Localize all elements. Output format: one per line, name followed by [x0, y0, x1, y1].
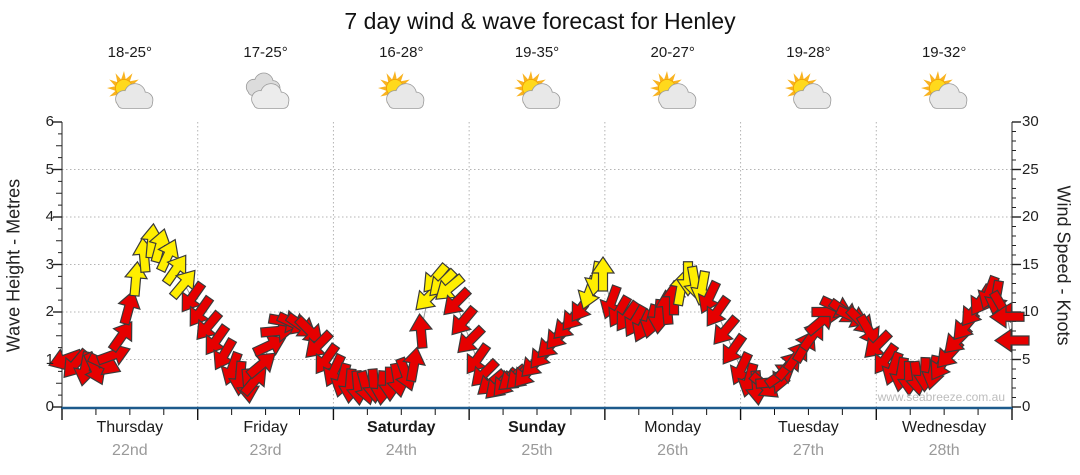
wind-arrow: [988, 304, 1025, 329]
day-label: Friday: [243, 419, 288, 436]
wind-arrow-strong: [435, 273, 466, 300]
temp-range-label: 17-25°: [243, 44, 288, 61]
date-label: 25th: [521, 442, 553, 459]
right-tick-label: 25: [1022, 160, 1039, 178]
wind-arrow: [864, 329, 894, 359]
partly-cloudy-weather-icon: [778, 66, 838, 120]
left-tick-label: 4: [45, 208, 54, 225]
wind-arrow: [293, 314, 323, 344]
day-label: Wednesday: [902, 419, 987, 436]
temp-range-label: 19-35°: [514, 44, 560, 61]
wind-arrows: [48, 222, 1030, 406]
day-label: Thursday: [96, 419, 164, 436]
partly-cloudy-weather-icon: [371, 66, 431, 120]
date-label: 22nd: [112, 442, 148, 459]
temp-range-label: 18-25°: [107, 44, 153, 61]
wind-arrow: [855, 313, 880, 347]
wind-arrow: [305, 329, 335, 359]
wind-arrow: [189, 294, 215, 327]
left-tick-label: 5: [45, 160, 54, 178]
wind-arrow: [993, 328, 1030, 353]
wind-arrow: [402, 346, 427, 383]
right-tick-label: 5: [1022, 350, 1031, 368]
wind-arrow-strong: [590, 255, 616, 292]
day-label: Tuesday: [778, 419, 839, 436]
date-label: 23rd: [249, 442, 282, 459]
partly-cloudy-weather-icon: [643, 66, 703, 120]
date-label: 27th: [792, 442, 824, 459]
date-label: 28th: [928, 442, 960, 459]
date-label: 24th: [385, 442, 417, 459]
left-tick-label: 0: [45, 398, 54, 415]
temp-range-label: 16-28°: [379, 44, 424, 61]
right-tick-label: 0: [1022, 398, 1031, 415]
wind-arrow: [107, 320, 133, 354]
wind-arrow: [408, 313, 434, 349]
wind-arrow: [457, 324, 487, 354]
left-tick-label: 3: [45, 255, 54, 273]
right-tick-label: 20: [1022, 208, 1039, 225]
wind-arrow: [451, 304, 479, 336]
wind-arrow: [443, 286, 473, 316]
date-label: 26th: [657, 442, 689, 459]
partly-cloudy-weather-icon: [507, 66, 567, 120]
wind-arrow: [722, 332, 748, 365]
temp-range-label: 20-27°: [650, 44, 695, 61]
watermark: www.seabreeze.com.au: [877, 390, 1005, 404]
right-tick-label: 10: [1022, 303, 1039, 320]
wind-arrow: [713, 314, 741, 345]
temp-range-label: 19-32°: [921, 44, 967, 61]
left-tick-label: 2: [45, 303, 54, 320]
right-tick-label: 15: [1022, 255, 1039, 273]
day-label: Sunday: [508, 419, 566, 436]
temp-range-label: 19-28°: [786, 44, 831, 61]
day-label: Monday: [644, 419, 702, 436]
partly-cloudy-weather-icon: [914, 66, 974, 120]
cloudy-weather-icon: [236, 66, 296, 120]
day-label: Saturday: [367, 419, 436, 436]
page-title: 7 day wind & wave forecast for Henley: [344, 8, 736, 34]
partly-cloudy-weather-icon: [100, 66, 160, 120]
left-tick-label: 1: [45, 350, 54, 368]
left-tick-label: 6: [45, 113, 54, 130]
right-tick-label: 30: [1022, 113, 1039, 130]
wind-arrow: [117, 289, 141, 326]
wind-arrow: [706, 294, 732, 327]
